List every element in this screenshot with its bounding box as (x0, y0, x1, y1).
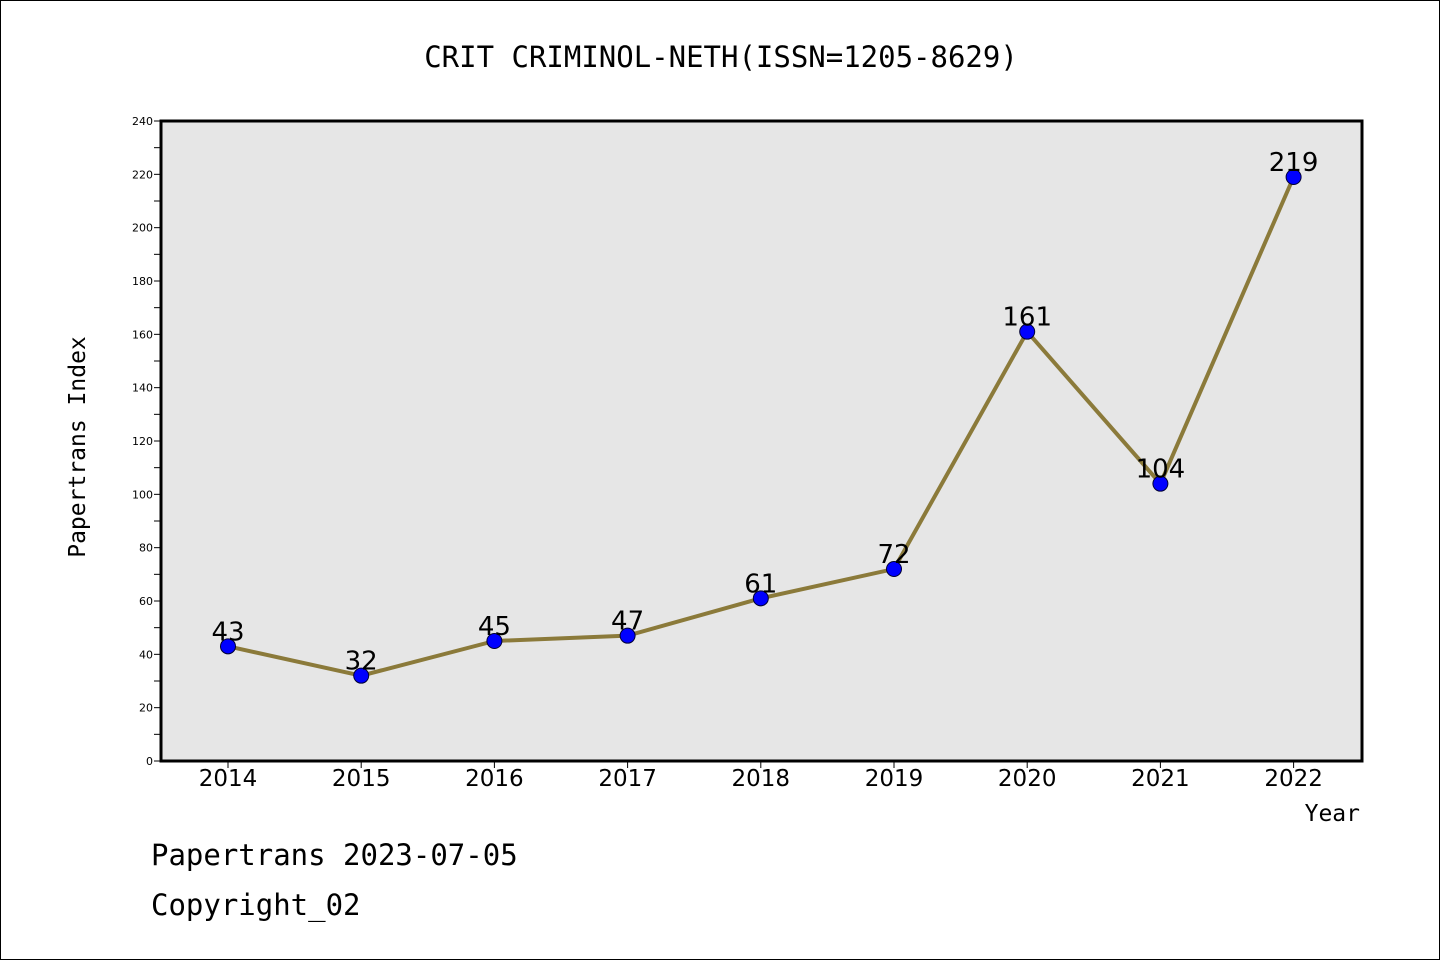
y-tick-label: 60 (139, 595, 153, 608)
data-point-marker (886, 561, 902, 577)
plot-area (161, 121, 1362, 761)
series-line (220, 169, 1302, 684)
data-label: 104 (1136, 455, 1186, 485)
data-point-marker (220, 638, 236, 655)
x-tick-label: 2014 (199, 766, 258, 792)
data-point-marker (1019, 323, 1036, 340)
y-tick-label: 160 (132, 328, 153, 341)
data-label: 161 (1002, 303, 1052, 333)
y-tick-label: 200 (132, 222, 153, 235)
x-tick-label: 2015 (332, 766, 391, 792)
data-label: 61 (744, 569, 777, 599)
y-tick-label: 20 (139, 702, 153, 715)
y-tick-label: 220 (132, 168, 153, 181)
y-axis-label: Papertrans Index (65, 336, 91, 558)
x-tick-label: 2021 (1131, 766, 1190, 792)
y-tick-label: 80 (139, 542, 153, 555)
data-label: 72 (877, 540, 910, 570)
data-labels: 43 32 45 47 61 72 161 104 219 (211, 148, 1318, 677)
chart-title: CRIT CRIMINOL-NETH(ISSN=1205-8629) (424, 40, 1018, 74)
x-tick-label: 2019 (865, 766, 924, 792)
y-tick-label: 120 (132, 435, 153, 448)
x-tick-label: 2017 (598, 766, 657, 792)
x-tick-label: 2020 (998, 766, 1057, 792)
data-point-marker (1285, 169, 1302, 185)
data-label: 219 (1269, 148, 1319, 178)
y-tick-label: 140 (132, 382, 153, 395)
y-tick-label: 240 (132, 115, 153, 128)
data-label: 47 (611, 607, 644, 637)
footer-copyright: Copyright_02 (151, 888, 361, 923)
plot-border (159, 119, 1364, 763)
data-point-marker (619, 627, 636, 644)
y-tick-label: 0 (146, 755, 153, 768)
data-point-marker (1152, 475, 1169, 492)
footer-date: Papertrans 2023-07-05 (151, 838, 518, 872)
y-tick-label: 100 (132, 488, 153, 501)
x-axis-label: Year (1305, 801, 1360, 827)
data-label: 32 (345, 647, 378, 677)
data-point-marker (752, 590, 769, 607)
x-tick-label: 2016 (465, 766, 524, 792)
x-tick-label: 2022 (1264, 766, 1323, 792)
y-tick-label: 40 (139, 648, 153, 661)
data-point-marker (486, 633, 503, 649)
y-axis: 0 20 40 60 80 100 120 140 160 180 200 220 240 (132, 115, 161, 768)
data-label: 43 (211, 617, 244, 647)
x-axis: 2014 2015 2016 2017 2018 2019 2020 2021 2022 (199, 761, 1323, 792)
data-point-marker (353, 667, 370, 684)
y-tick-label: 180 (132, 275, 153, 288)
data-label: 45 (478, 612, 511, 642)
x-tick-label: 2018 (732, 766, 791, 792)
